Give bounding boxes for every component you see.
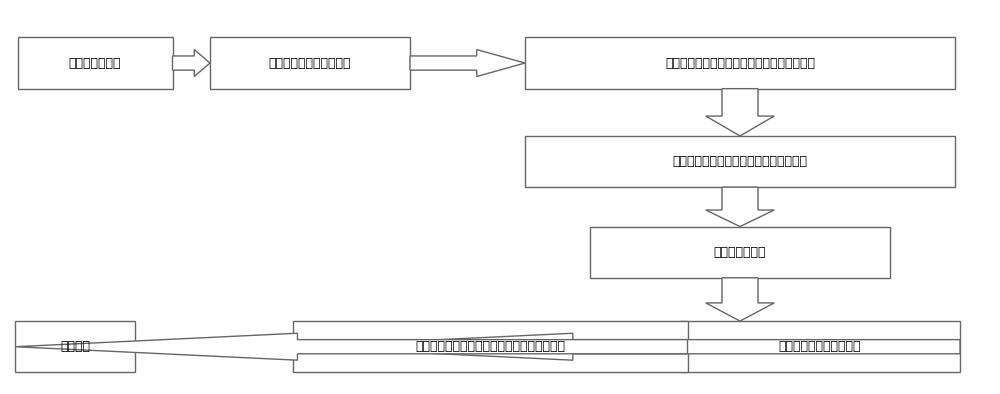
Polygon shape [173,50,210,76]
Text: 待测一点红萝卜: 待测一点红萝卜 [714,246,766,258]
Text: 选取原始光谱，建立支持向量机鉴别模型: 选取原始光谱，建立支持向量机鉴别模型 [672,155,808,168]
Text: 已建立支持向量机模型鉴别待测样品是否空心: 已建立支持向量机模型鉴别待测样品是否空心 [415,340,565,353]
Text: 待测样品高光谱图像采集: 待测样品高光谱图像采集 [779,340,861,353]
FancyBboxPatch shape [292,321,688,372]
Text: 一点红萝卜样品: 一点红萝卜样品 [69,57,121,69]
Text: 切开一点红萝卜样品，判断是否空心，并记录: 切开一点红萝卜样品，判断是否空心，并记录 [665,57,815,69]
Polygon shape [706,187,774,227]
FancyBboxPatch shape [525,136,955,187]
FancyBboxPatch shape [525,37,955,89]
Text: 得出结论: 得出结论 [60,340,90,353]
Polygon shape [410,50,525,76]
FancyBboxPatch shape [15,321,135,372]
Polygon shape [15,333,688,360]
FancyBboxPatch shape [680,321,960,372]
FancyBboxPatch shape [210,37,410,89]
FancyBboxPatch shape [18,37,173,89]
Polygon shape [706,278,774,321]
Text: 建模样品高光谱图像采集: 建模样品高光谱图像采集 [269,57,351,69]
Polygon shape [706,89,774,136]
FancyBboxPatch shape [590,227,890,278]
Polygon shape [292,333,960,360]
